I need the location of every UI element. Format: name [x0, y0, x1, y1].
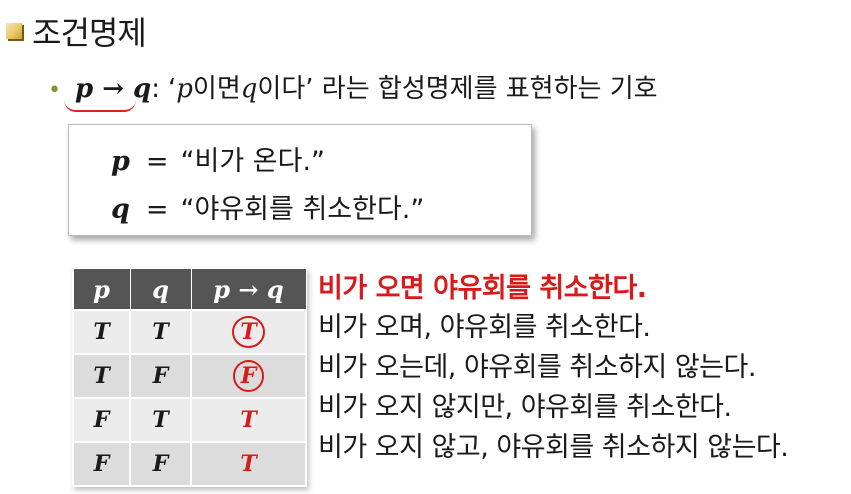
cell-result: F: [190, 353, 307, 399]
definition-p: p: [176, 74, 193, 104]
circled-result: F: [232, 360, 265, 392]
definition-mid2: 이다’ 라는 합성명제를 표현하는 기호: [257, 74, 658, 104]
circled-result: T: [232, 316, 265, 348]
sentence-heading: 비가 오면 야유회를 취소한다.: [318, 273, 647, 304]
proposition-q: q = “야유회를 취소한다.”: [111, 187, 424, 226]
bullet-square-icon: [6, 23, 22, 39]
definition-q: q: [240, 74, 258, 104]
cell-q: F: [129, 353, 192, 399]
proposition-q-eq: =: [145, 194, 169, 225]
table-row: F F T: [72, 441, 307, 487]
proposition-box: p = “비가 온다.” q = “야유회를 취소한다.”: [68, 124, 532, 236]
proposition-p: p = “비가 온다.”: [111, 139, 325, 178]
definition-line: • p → q : ‘ p 이면 q 이다’ 라는 합성명제를 표현하는 기호: [48, 68, 658, 105]
bullet-dot-icon: •: [48, 78, 61, 103]
definition-mid1: 이면: [192, 74, 241, 104]
title-row: 조건명제: [6, 8, 147, 54]
proposition-p-var: p: [111, 146, 130, 177]
sentence-row: 비가 오는데, 야유회를 취소하지 않는다.: [318, 352, 756, 383]
page-title: 조건명제: [32, 14, 147, 52]
proposition-q-value: “야유회를 취소한다.”: [180, 194, 425, 225]
definition-colon: :: [151, 74, 160, 104]
cell-p: T: [72, 353, 131, 399]
sentence-row: 비가 오며, 야유회를 취소한다.: [318, 312, 651, 343]
truth-table-header: p q p → q: [72, 268, 307, 311]
header-p-implies-q: p → q: [190, 268, 307, 311]
cell-p: T: [72, 309, 131, 355]
truth-table: p q p → q T T T T F F F T T F F T: [72, 268, 307, 487]
cell-q: T: [129, 397, 192, 443]
cell-result: T: [190, 309, 307, 355]
cell-result: T: [190, 441, 307, 487]
sentence-row: 비가 오지 않지만, 야유회를 취소한다.: [318, 392, 732, 423]
red-underline-mark: [64, 100, 136, 112]
proposition-p-value: “비가 온다.”: [180, 146, 326, 177]
table-row: T F F: [72, 353, 307, 399]
proposition-p-eq: =: [145, 146, 169, 177]
definition-quote-open: ‘: [168, 74, 177, 104]
cell-p: F: [72, 397, 131, 443]
sentence-list: 비가 오면 야유회를 취소한다. 비가 오며, 야유회를 취소한다. 비가 오는…: [318, 270, 789, 468]
sentence-row: 비가 오지 않고, 야유회를 취소하지 않는다.: [318, 432, 789, 463]
header-p: p: [72, 268, 131, 311]
cell-result: T: [190, 397, 307, 443]
table-row: T T T: [72, 309, 307, 355]
cell-p: F: [72, 441, 131, 487]
table-row: F T T: [72, 397, 307, 443]
cell-q: F: [129, 441, 192, 487]
conditional-symbol: p → q: [74, 74, 152, 104]
header-q: q: [129, 268, 192, 311]
cell-q: T: [129, 309, 192, 355]
proposition-q-var: q: [111, 194, 130, 225]
